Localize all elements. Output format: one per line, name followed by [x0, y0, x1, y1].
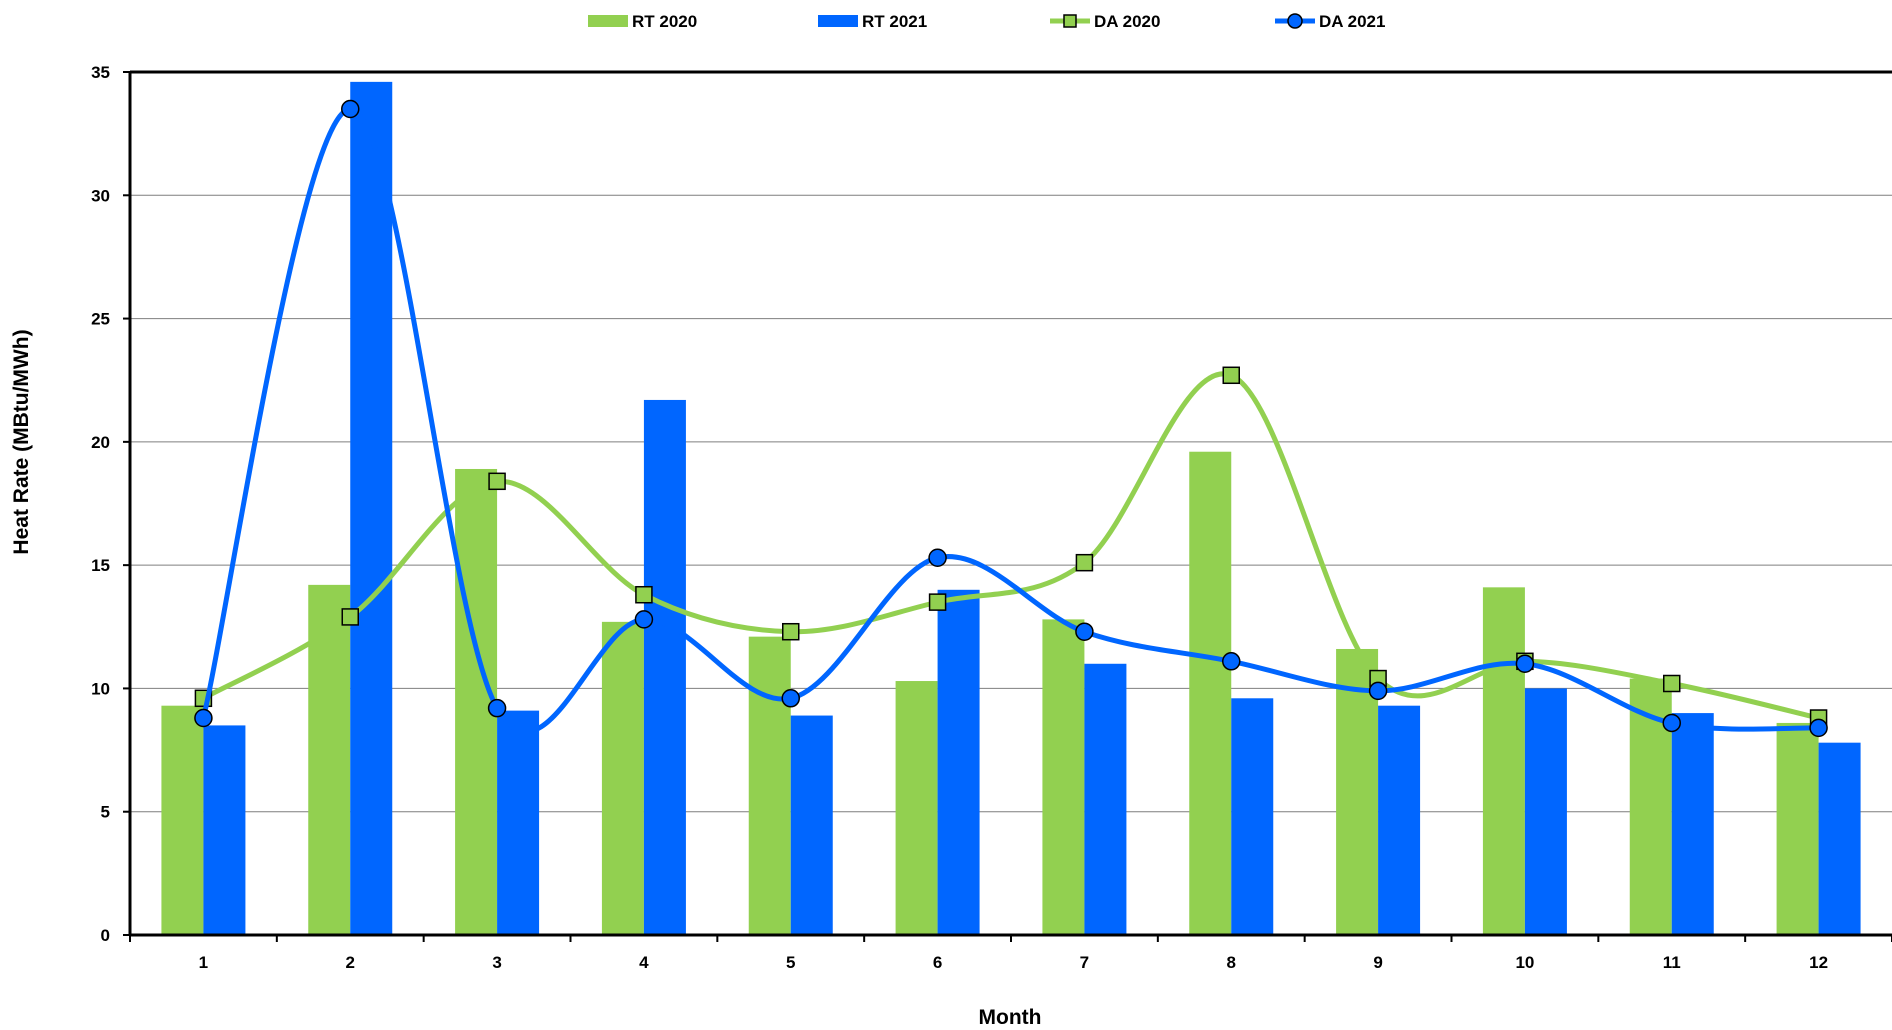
point-marker — [1662, 713, 1681, 733]
legend-marker — [1287, 13, 1303, 29]
point-marker — [782, 622, 800, 641]
bar — [1042, 619, 1085, 935]
y-tick-label: 35 — [91, 63, 110, 82]
series-line — [202, 371, 1820, 721]
point-marker — [341, 99, 360, 119]
x-tick-label: 1 — [199, 953, 208, 972]
line-series-da-2021 — [194, 99, 1828, 738]
x-tick-label: 11 — [1663, 953, 1681, 972]
bar — [1378, 705, 1421, 935]
point-marker — [928, 548, 947, 567]
x-tick-label: 4 — [639, 953, 649, 972]
bar — [497, 710, 540, 935]
legend-swatch — [818, 15, 858, 27]
x-tick-label: 3 — [492, 953, 501, 972]
legend: RT 2020 RT 2021 DA 2020 DA 2021 — [588, 12, 1385, 31]
point-marker — [1368, 681, 1388, 701]
y-tick-label: 20 — [91, 433, 110, 452]
point-marker — [928, 593, 947, 611]
bar — [1776, 722, 1819, 935]
bar — [455, 468, 498, 935]
point-marker — [1222, 366, 1240, 385]
bar — [308, 584, 351, 935]
bar — [1524, 688, 1567, 935]
series-line — [200, 106, 1819, 735]
point-marker — [488, 472, 506, 491]
point-marker — [635, 585, 653, 604]
point-marker — [781, 689, 800, 708]
y-tick-label: 0 — [101, 926, 110, 945]
legend-item-da-2021: DA 2021 — [1275, 12, 1385, 31]
point-marker — [194, 708, 213, 728]
point-marker — [341, 608, 359, 626]
line-series-group — [194, 99, 1828, 738]
y-tick-label: 25 — [91, 310, 110, 329]
legend-item-da-2020: DA 2020 — [1050, 12, 1160, 31]
bar — [748, 636, 791, 935]
bar — [1818, 742, 1861, 935]
y-tick-label: 30 — [91, 186, 110, 205]
legend-label: RT 2020 — [632, 12, 697, 31]
legend-item-rt-2020: RT 2020 — [588, 12, 697, 31]
bar — [1671, 713, 1714, 935]
point-marker — [487, 698, 507, 718]
x-tick-label: 2 — [346, 953, 355, 972]
legend-label: RT 2021 — [862, 12, 927, 31]
point-marker — [1222, 652, 1241, 671]
bar — [1231, 698, 1274, 935]
x-tick-label: 5 — [786, 953, 795, 972]
gridlines — [130, 71, 1892, 813]
bar-series-group — [161, 81, 1861, 935]
bar — [1189, 451, 1232, 935]
bar — [643, 399, 686, 935]
x-axis-title: Month — [979, 1006, 1042, 1029]
line-series-da-2020 — [194, 366, 1828, 727]
bar — [161, 705, 204, 935]
point-marker — [1515, 654, 1535, 674]
x-tick-label: 7 — [1080, 953, 1089, 972]
y-tick-label: 10 — [91, 679, 110, 698]
bar — [350, 81, 393, 935]
legend-swatch — [588, 15, 628, 27]
legend-marker — [1063, 14, 1077, 28]
x-tick-label: 8 — [1227, 953, 1236, 972]
bar — [790, 715, 833, 935]
bar — [1084, 663, 1127, 935]
x-tick-label: 9 — [1373, 953, 1382, 972]
bar — [895, 681, 938, 935]
bar — [203, 725, 246, 935]
x-tick-label: 6 — [933, 953, 942, 972]
point-marker — [634, 610, 654, 629]
bar — [601, 621, 644, 935]
point-marker — [1075, 622, 1094, 641]
legend-item-rt-2021: RT 2021 — [818, 12, 927, 31]
bar-series-rt-2021 — [203, 81, 1861, 935]
y-tick-label: 15 — [91, 556, 110, 575]
point-marker — [1663, 674, 1681, 693]
bar — [937, 589, 980, 935]
legend-label: DA 2020 — [1094, 12, 1160, 31]
bar-series-rt-2020 — [161, 451, 1819, 935]
legend-label: DA 2021 — [1319, 12, 1385, 31]
y-axis-title: Heat Rate (MBtu/MWh) — [10, 329, 33, 554]
x-tick-label: 12 — [1809, 953, 1828, 972]
bar — [1482, 587, 1525, 935]
x-tick-label: 10 — [1515, 953, 1534, 972]
point-marker — [1075, 553, 1094, 572]
y-tick-label: 5 — [101, 803, 110, 822]
point-marker — [1809, 718, 1828, 738]
